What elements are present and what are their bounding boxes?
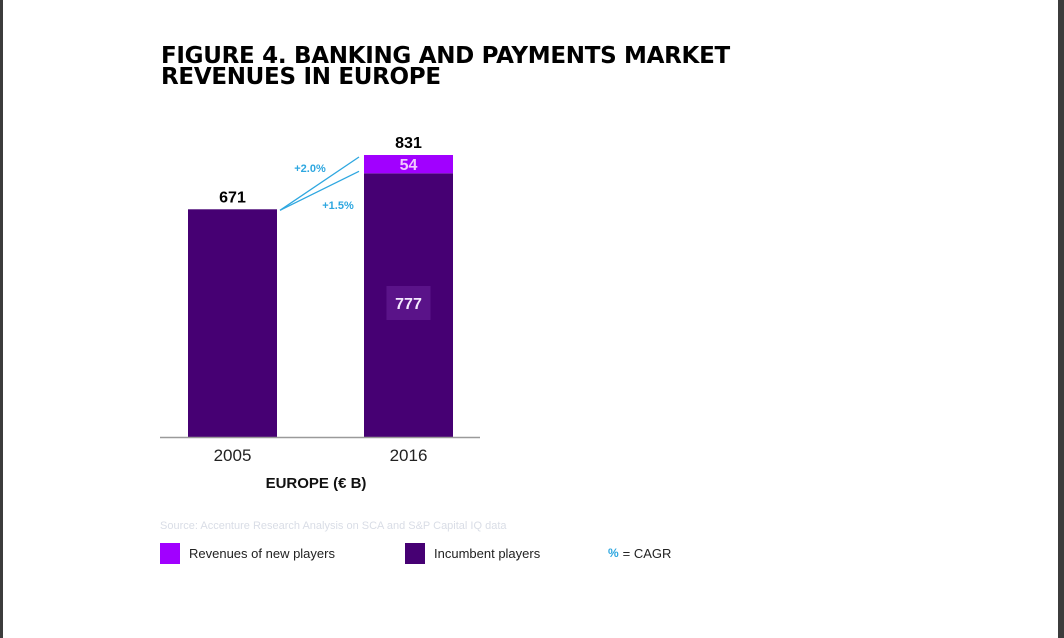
legend-cagr-label: = CAGR	[622, 545, 672, 561]
cagr-arrow-total	[279, 156, 360, 211]
source-note: Source: Accenture Research Analysis on S…	[160, 520, 507, 532]
legend-swatch-incumbent	[405, 542, 425, 564]
total-label-2005: 671	[219, 189, 246, 206]
bar-2005-incumbent	[188, 209, 277, 437]
data-label-bg-2016-incumbent	[386, 286, 431, 320]
figure-title-line2: REVENUES IN EUROPE	[161, 64, 441, 90]
data-label-2016-new-players: 54	[400, 157, 418, 174]
x-tick-label-2016: 2016	[390, 446, 428, 465]
total-label-2016: 831	[395, 135, 422, 152]
figure-title-line1: FIGURE 4. BANKING AND PAYMENTS MARKET	[161, 43, 730, 69]
cagr-arrow-incumbent	[279, 170, 360, 211]
legend-label-incumbent: Incumbent players	[434, 545, 541, 561]
legend-item-incumbent: Incumbent players	[405, 542, 540, 564]
cagr-label-total: +2.0%	[294, 163, 326, 175]
legend-item-new-players: Revenues of new players	[160, 542, 335, 564]
legend-label-new-players: Revenues of new players	[189, 545, 335, 561]
figure-title: FIGURE 4. BANKING AND PAYMENTS MARKET RE…	[161, 43, 781, 90]
revenue-bar-chart: 54 777 671 831 2005 2016 EUROPE (€ B) +2.0% +1.5…	[160, 135, 480, 492]
window-border-left	[0, 0, 3, 638]
chart-legend: Revenues of new players Incumbent player…	[0, 542, 1064, 566]
window-border-right	[1058, 0, 1064, 638]
cagr-label-incumbent: +1.5%	[322, 200, 354, 212]
x-tick-label-2005: 2005	[214, 446, 252, 465]
data-label-2016-incumbent: 777	[395, 296, 422, 313]
legend-cagr-symbol: %	[608, 546, 619, 560]
legend-swatch-new-players	[160, 542, 180, 564]
bar-2016-new-players	[364, 155, 453, 174]
legend-item-cagr: % = CAGR	[608, 542, 671, 564]
x-axis-label: EUROPE (€ B)	[266, 475, 367, 492]
